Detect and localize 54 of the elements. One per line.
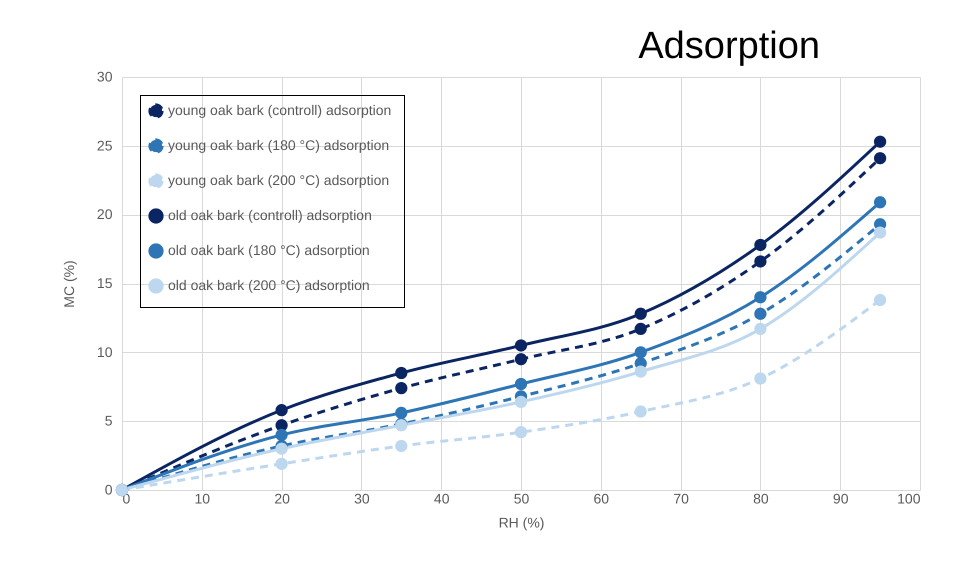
point (395, 406, 408, 420)
legend-label: young oak bark (200 °C) adsorption (168, 172, 390, 188)
point (634, 322, 647, 336)
point (275, 458, 288, 470)
point (874, 294, 886, 306)
y-tick-label: 20 (96, 206, 113, 222)
x-axis-title: RH (%) (498, 514, 544, 530)
x-tick-label: 100 (897, 490, 921, 506)
x-tick-label: 90 (832, 490, 849, 506)
point (634, 365, 647, 378)
point (874, 226, 886, 239)
point (395, 382, 408, 394)
point (514, 426, 528, 438)
point (754, 308, 767, 320)
x-tick-label: 30 (354, 490, 370, 506)
point (754, 291, 767, 304)
x-tick-label: 80 (753, 490, 769, 506)
legend-label: young oak bark (180 °C) adsorption (168, 137, 390, 153)
point (634, 308, 647, 320)
y-tick-label: 15 (96, 275, 113, 291)
legend-label: old oak bark (controll) adsorption (168, 207, 372, 223)
x-tick-label: 20 (274, 490, 290, 506)
point (514, 378, 528, 390)
legend-label: old oak bark (200 °C) adsorption (168, 277, 370, 293)
point (275, 428, 288, 442)
point (275, 404, 288, 416)
point (514, 339, 528, 352)
point (874, 136, 886, 148)
point (754, 322, 767, 336)
point (275, 442, 288, 455)
x-tick-label: 40 (434, 490, 450, 506)
y-axis-title: MC (%) (60, 260, 77, 308)
point (395, 366, 408, 380)
chart-title: Adsorption (638, 25, 820, 67)
x-tick-label: 10 (194, 490, 210, 506)
point (514, 396, 528, 408)
point (754, 238, 767, 252)
point (514, 353, 528, 366)
y-tick-label: 5 (104, 412, 113, 429)
y-tick-label: 10 (96, 344, 113, 360)
point (754, 372, 767, 385)
point (634, 346, 647, 358)
y-tick-label: 25 (96, 137, 113, 154)
y-tick-label: 30 (96, 68, 113, 84)
point (395, 440, 408, 452)
legend-label: young oak bark (controll) adsorption (168, 102, 392, 118)
x-tick-label: 60 (594, 490, 610, 506)
point (634, 405, 647, 418)
x-tick-label: 70 (673, 490, 690, 506)
point (874, 152, 886, 164)
x-tick-label: 50 (514, 490, 530, 506)
point (754, 255, 767, 268)
legend-label: old oak bark (180 °C) adsorption (168, 242, 370, 258)
point (874, 196, 886, 208)
